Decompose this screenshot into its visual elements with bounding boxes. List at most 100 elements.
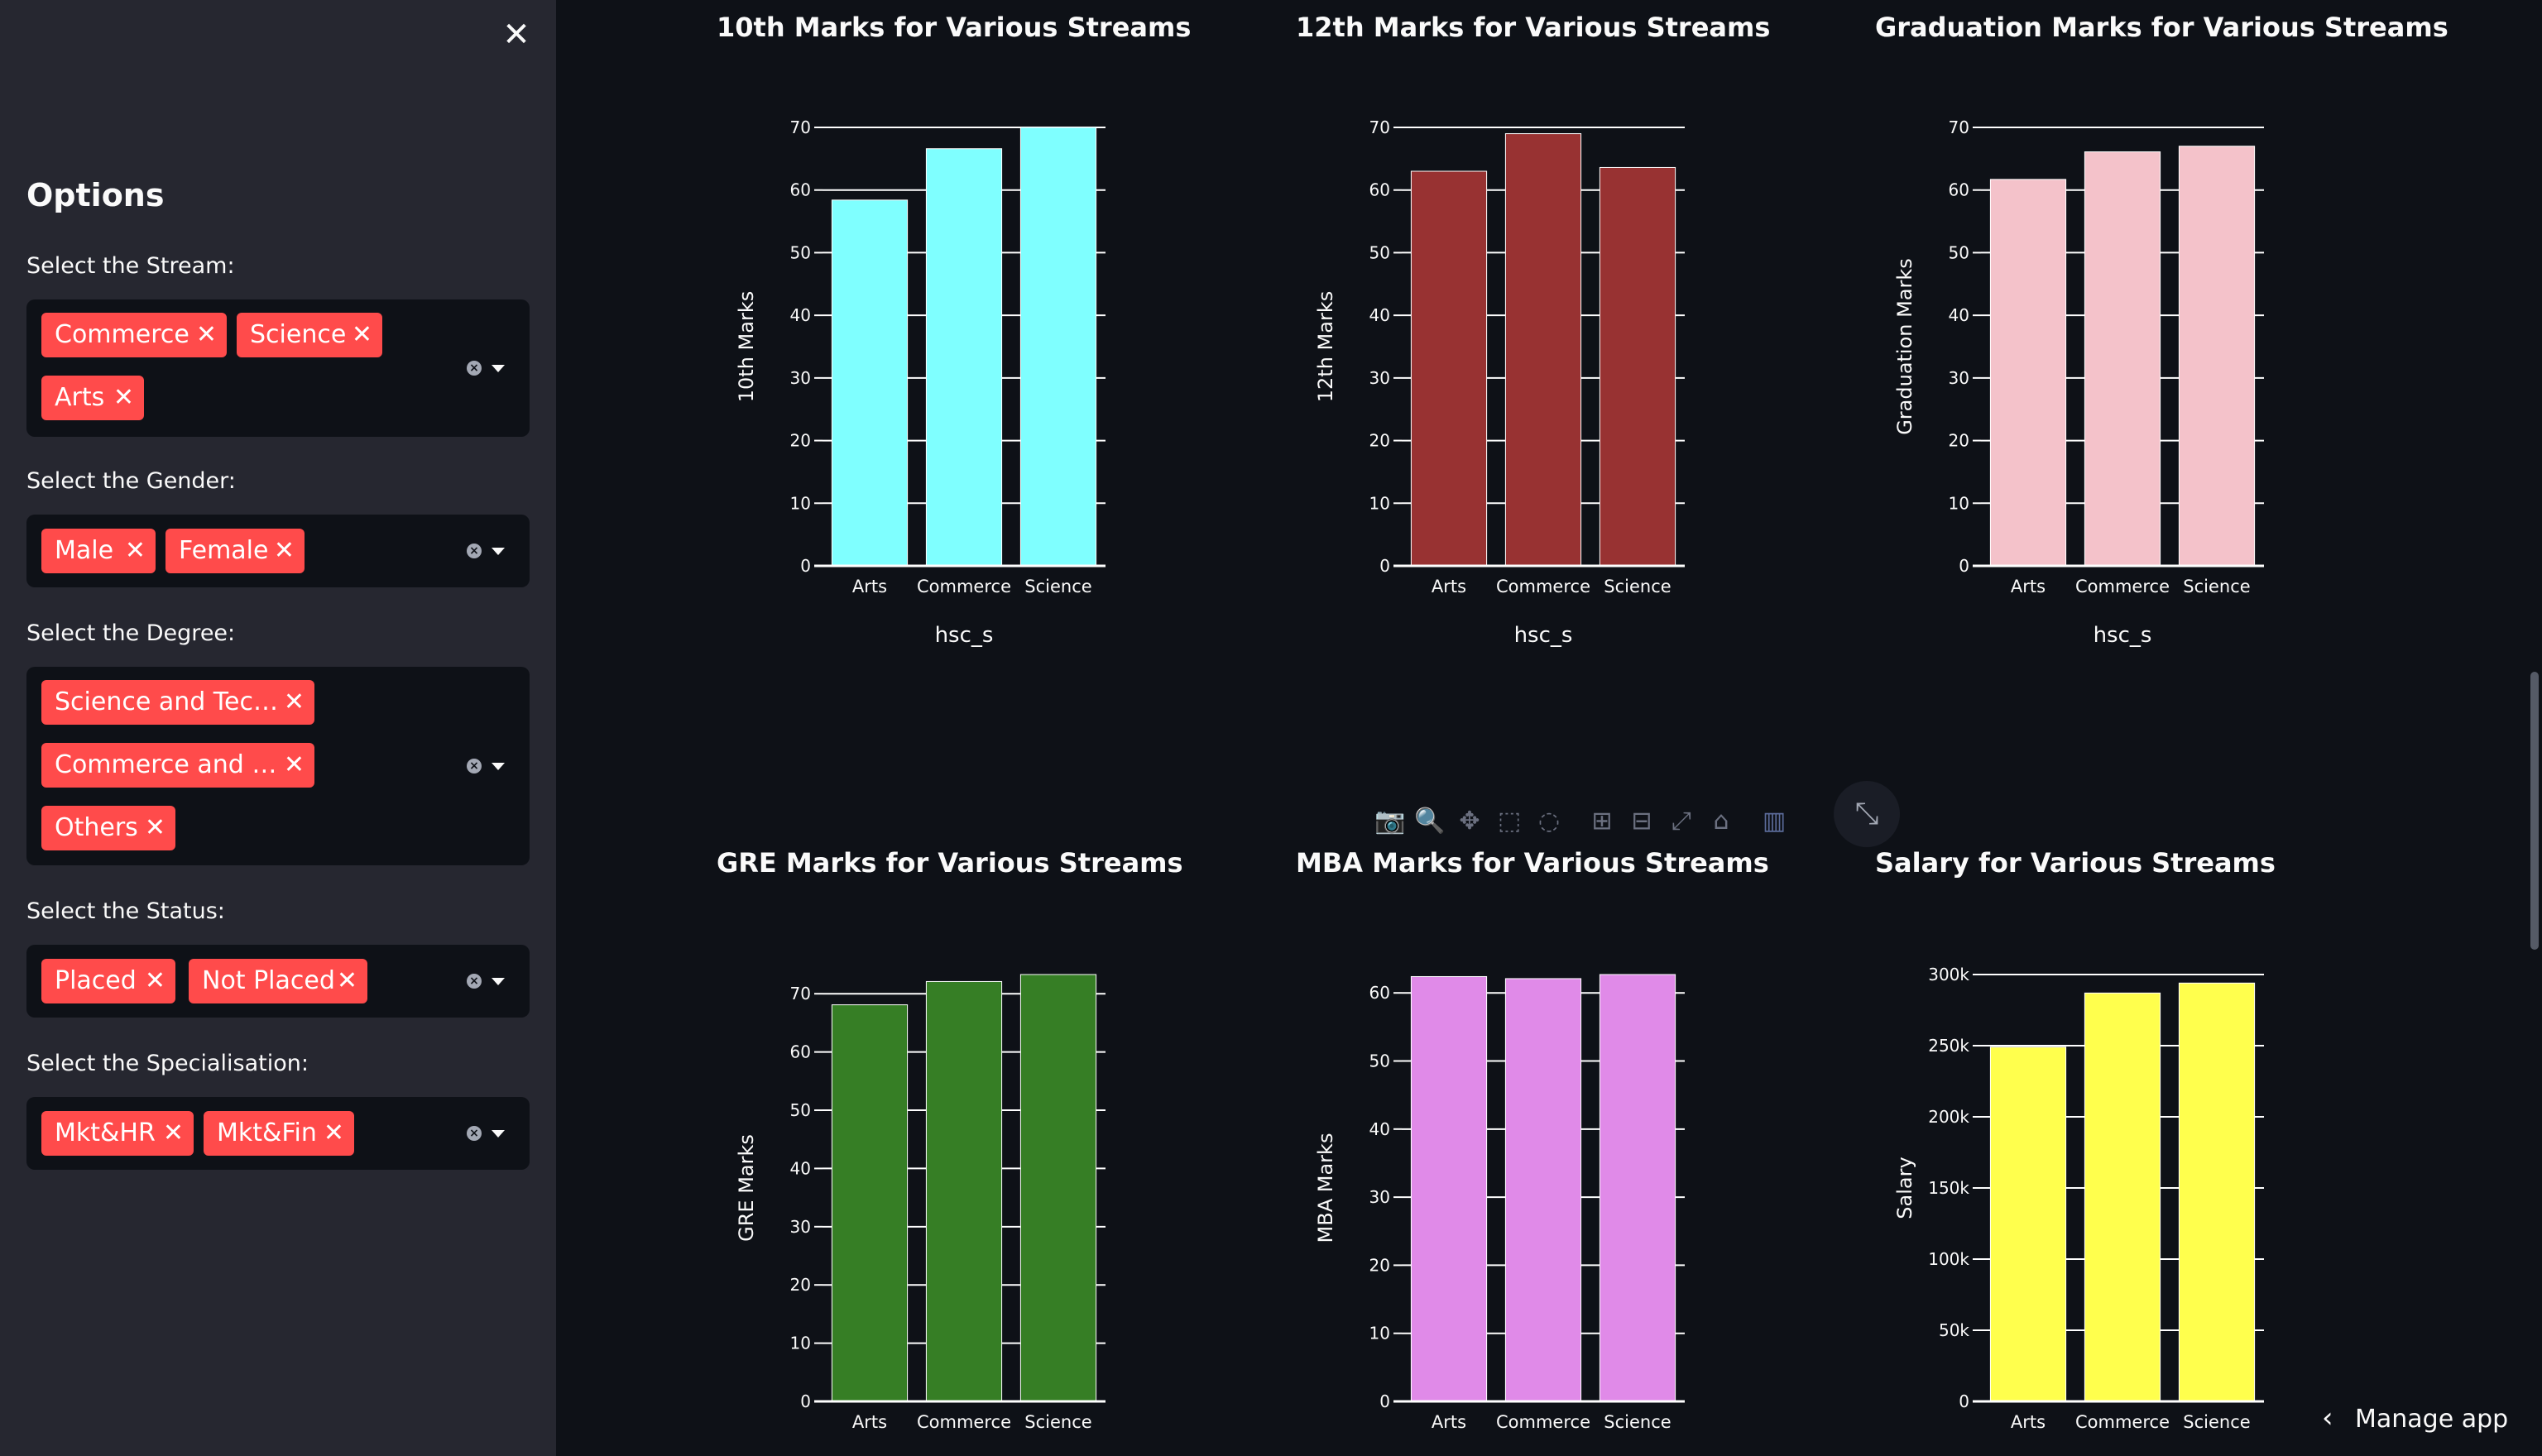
bar-science[interactable] [1019,127,1097,567]
tag-male[interactable]: Male ✕ [41,529,156,573]
autoscale-icon[interactable]: ⤢ [1671,807,1691,836]
y-tick-label: 0 [1959,1391,1969,1411]
y-tick-label: 60 [790,1042,811,1062]
y-tick-label: 50 [1949,242,1969,262]
bar-arts[interactable] [1410,170,1488,567]
y-tick-label: 30 [1949,368,1969,388]
x-tick-label: Arts [852,577,887,596]
bar-chart-salary[interactable]: 0 50k 100k 150k 200k 250k 300k Arts Commerce Scie… [1875,951,2289,1448]
tag-science-and-tech[interactable]: Science and Tec… ✕ [41,680,314,725]
chevron-down-icon[interactable] [492,1130,505,1138]
specialisation-multiselect[interactable]: Mkt&HR ✕ Mkt&Fin ✕ × [26,1097,530,1170]
tag-science[interactable]: Science ✕ [237,313,382,357]
x-tick-label: Commerce [917,1412,1011,1432]
remove-tag-icon[interactable]: ✕ [195,320,217,349]
remove-tag-icon[interactable]: ✕ [336,966,357,995]
y-tick-label: 10 [1369,493,1390,513]
bar-arts[interactable] [1989,1046,2067,1402]
tag-commerce[interactable]: Commerce ✕ [41,313,227,357]
remove-tag-icon[interactable]: ✕ [283,687,305,716]
tag-placed[interactable]: Placed ✕ [41,959,175,1003]
clear-all-icon[interactable]: × [467,759,482,774]
tag-mkt-hr[interactable]: Mkt&HR ✕ [41,1111,194,1156]
y-axis-label: 12th Marks [1314,291,1337,402]
degree-multiselect[interactable]: Science and Tec… ✕ Commerce and … ✕ Others… [26,667,530,865]
bar-commerce[interactable] [2084,151,2161,567]
clear-all-icon[interactable]: × [467,1126,482,1141]
camera-icon[interactable]: 📷 [1374,807,1406,836]
y-tick-label: 30 [790,368,811,388]
chevron-down-icon[interactable] [492,978,505,985]
clear-all-icon[interactable]: × [467,974,482,989]
remove-tag-icon[interactable]: ✕ [124,536,146,565]
chart-title: 10th Marks for Various Streams [717,12,1192,43]
bar-commerce[interactable] [2084,992,2161,1402]
remove-tag-icon[interactable]: ✕ [283,750,305,779]
clear-all-icon[interactable]: × [467,361,482,376]
remove-tag-icon[interactable]: ✕ [144,813,165,842]
x-axis-label: hsc_s [2094,623,2152,648]
remove-tag-icon[interactable]: ✕ [351,320,372,349]
bar-science[interactable] [2178,982,2256,1402]
box-select-icon[interactable]: ⬚ [1497,807,1522,836]
bar-chart-12th-marks[interactable]: 0 10 20 30 40 50 60 70 Arts Commerce Science hsc_s 1… [1296,108,1710,654]
remove-tag-icon[interactable]: ✕ [144,966,165,995]
zoom-out-icon[interactable]: ⊟ [1631,807,1652,836]
plotly-logo-icon[interactable]: ▥ [1762,807,1787,836]
manage-app-button[interactable]: ‹ Manage app [2322,1401,2509,1434]
chevron-down-icon[interactable] [492,365,505,372]
bar-science[interactable] [2178,146,2256,567]
remove-tag-icon[interactable]: ✕ [273,536,295,565]
clear-all-icon[interactable]: × [467,544,482,558]
y-tick-label: 40 [1949,305,1969,325]
zoom-in-icon[interactable]: ⊞ [1591,807,1613,836]
y-tick-label: 20 [1949,431,1969,451]
bar-science[interactable] [1019,974,1097,1402]
stream-multiselect[interactable]: Commerce ✕ Science ✕ Arts ✕ × [26,299,530,437]
bar-commerce[interactable] [1504,978,1582,1402]
x-tick-label: Arts [1432,1412,1466,1432]
remove-tag-icon[interactable]: ✕ [113,383,134,412]
y-tick-label: 40 [1369,1119,1390,1139]
close-sidebar-button[interactable]: ✕ [500,17,533,53]
bar-commerce[interactable] [1504,133,1582,567]
expand-icon[interactable]: ⤡ [1834,781,1900,847]
scrollbar[interactable] [2530,672,2539,950]
tag-not-placed[interactable]: Not Placed ✕ [189,959,367,1003]
bar-science[interactable] [1599,974,1676,1402]
bar-commerce[interactable] [925,980,1003,1402]
remove-tag-icon[interactable]: ✕ [162,1118,184,1147]
tag-commerce-and-mgmt[interactable]: Commerce and … ✕ [41,743,314,788]
pan-icon[interactable]: ✥ [1459,807,1480,836]
tag-others[interactable]: Others ✕ [41,806,175,850]
bar-arts[interactable] [1410,975,1488,1402]
bar-chart-10th-marks[interactable]: 0 10 20 30 40 50 60 70 Arts Commerce Science hsc_s 1… [717,108,1130,654]
y-tick-label: 50 [1369,1051,1390,1071]
tag-arts[interactable]: Arts ✕ [41,376,144,420]
x-tick-label: Commerce [1496,1412,1590,1432]
status-multiselect[interactable]: Placed ✕ Not Placed ✕ × [26,945,530,1018]
bar-chart-mba-marks[interactable]: 0 10 20 30 40 50 60 Arts Commerce Science MBA Mark… [1296,951,1710,1448]
bar-arts[interactable] [831,199,909,567]
tag-mkt-fin[interactable]: Mkt&Fin ✕ [204,1111,354,1156]
chart-title: Graduation Marks for Various Streams [1875,12,2448,43]
bar-arts[interactable] [831,1004,909,1402]
y-tick-label: 20 [1369,1255,1390,1275]
reset-axes-icon[interactable]: ⌂ [1713,807,1729,836]
tag-female[interactable]: Female ✕ [165,529,305,573]
x-tick-label: Commerce [917,577,1011,596]
bar-arts[interactable] [1989,179,2067,567]
bar-chart-graduation-marks[interactable]: 0 10 20 30 40 50 60 70 Arts Commerce Science hsc_s G… [1875,108,2289,654]
chevron-down-icon[interactable] [492,763,505,770]
y-axis-label: Salary [1893,1157,1916,1219]
y-tick-label: 0 [1379,556,1390,576]
lasso-select-icon[interactable]: ◌ [1537,807,1561,836]
bar-science[interactable] [1599,166,1676,567]
remove-tag-icon[interactable]: ✕ [323,1118,344,1147]
degree-label: Select the Degree: [26,620,236,646]
gender-multiselect[interactable]: Male ✕ Female ✕ × [26,515,530,587]
zoom-icon[interactable]: 🔍 [1414,807,1446,836]
chevron-down-icon[interactable] [492,548,505,555]
bar-commerce[interactable] [925,148,1003,567]
bar-chart-gre-marks[interactable]: 0 10 20 30 40 50 60 70 Arts Commerce Science GRE Ma… [717,951,1130,1448]
